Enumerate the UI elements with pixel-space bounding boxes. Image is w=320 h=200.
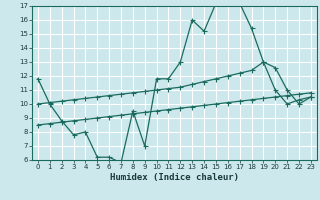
X-axis label: Humidex (Indice chaleur): Humidex (Indice chaleur) <box>110 173 239 182</box>
